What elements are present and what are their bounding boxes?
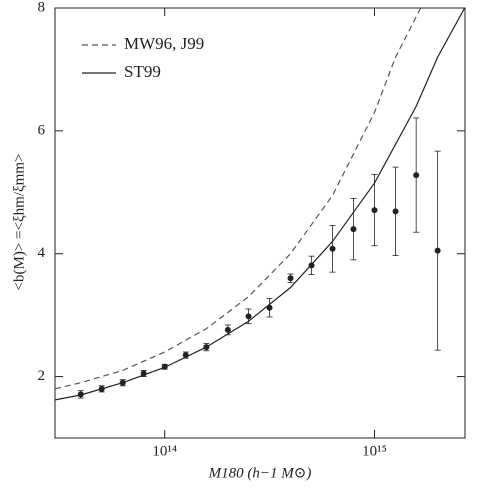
y-tick-label: 6 [38, 122, 46, 138]
data-point [371, 207, 378, 214]
data-point [182, 352, 189, 359]
data-point [329, 245, 336, 252]
legend-label: MW96, J99 [124, 34, 204, 53]
x-tick-label: 10¹⁵ [362, 443, 387, 459]
plot-frame [54, 7, 466, 439]
model-line [55, 8, 422, 390]
data-point [224, 326, 231, 333]
data-point [413, 172, 420, 179]
data-point [266, 304, 273, 311]
x-axis-label: M180 (h−1 M⊙) [208, 465, 312, 481]
data-point [140, 370, 147, 377]
legend-label: ST99 [124, 62, 161, 81]
data-point [77, 391, 84, 398]
data-point [350, 226, 357, 233]
data-point [245, 313, 252, 320]
data-point [161, 363, 168, 370]
y-tick-label: 8 [38, 0, 46, 15]
y-tick-label: 4 [38, 245, 46, 261]
data-point [119, 379, 126, 386]
data-point [434, 247, 441, 254]
data-point [308, 262, 315, 269]
data-point [203, 344, 210, 351]
x-tick-label: 10¹⁴ [152, 443, 177, 459]
y-axis-label: <b(M)> =<ξhm/ξmm> [11, 154, 27, 291]
data-point [287, 275, 294, 282]
data-point [392, 208, 399, 215]
data-point [98, 385, 105, 392]
y-tick-label: 2 [38, 368, 46, 384]
model-line [55, 8, 465, 401]
